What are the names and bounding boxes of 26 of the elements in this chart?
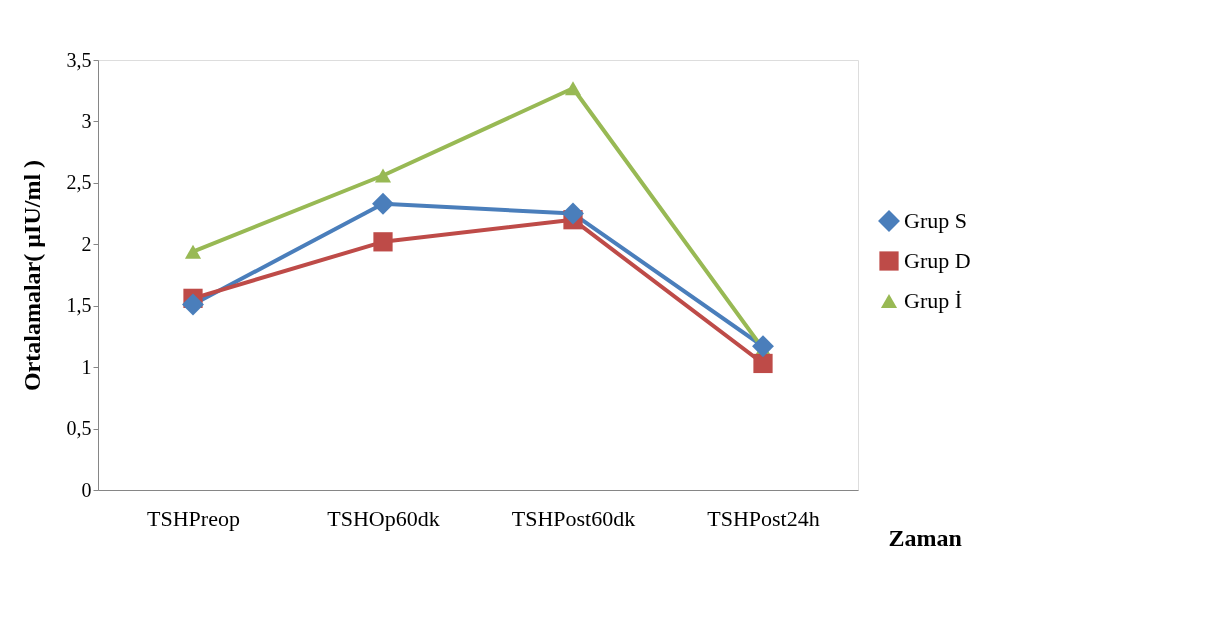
legend-label: Grup D <box>904 248 971 273</box>
point <box>752 335 774 358</box>
legend-label: Grup İ <box>904 288 963 313</box>
y-tick-label: 2,5 <box>66 171 92 194</box>
x-axis-title: Zaman <box>888 524 962 551</box>
x-tick-label: TSHPost24h <box>707 505 820 531</box>
y-tick-label: 1 <box>81 355 92 378</box>
legend-label: Grup S <box>904 208 967 233</box>
point <box>564 81 582 96</box>
x-tick-label: TSHPreop <box>147 505 240 531</box>
y-tick-label: 2 <box>81 232 92 255</box>
point <box>184 244 202 259</box>
y-tick-label: 1,5 <box>66 294 92 317</box>
point <box>372 192 394 215</box>
y-tick-label: 3 <box>81 109 92 132</box>
point <box>373 232 393 252</box>
y-tick-label: 0,5 <box>66 417 92 440</box>
y-axis-title: Ortalamalar( µIU/ml ) <box>18 159 45 392</box>
point <box>374 168 392 183</box>
point <box>753 353 773 374</box>
y-tick-label: 0 <box>81 478 92 501</box>
y-tick-label: 3,5 <box>66 48 92 71</box>
point <box>182 293 204 316</box>
point <box>562 202 584 225</box>
x-tick-label: TSHPost60dk <box>511 505 636 531</box>
x-tick-label: TSHOp60dk <box>327 505 440 531</box>
